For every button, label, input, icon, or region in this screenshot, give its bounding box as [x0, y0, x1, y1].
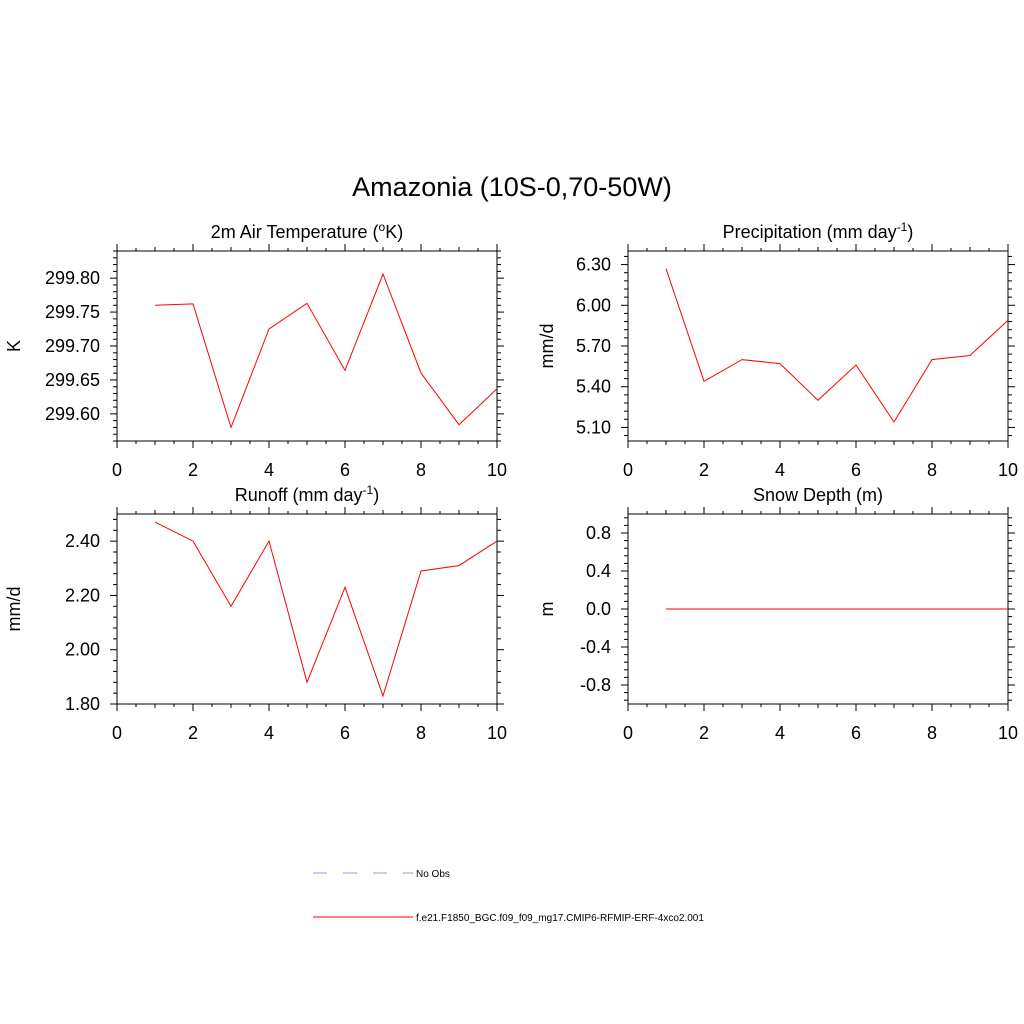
panel-title: 2m Air Temperature (oK) [211, 220, 403, 242]
y-tick-label: 5.70 [576, 336, 611, 356]
panel-3: Runoff (mm day-1) 0 2 4 6 8 10 1.80 2.00 2.20 2.40… [4, 483, 507, 743]
legend-no-obs-label: No Obs [416, 869, 450, 880]
y-tick-label: 5.40 [576, 377, 611, 397]
x-tick-label: 0 [112, 460, 122, 480]
x-tick-label: 4 [775, 460, 785, 480]
plot-frame [627, 250, 1009, 442]
series-line [154, 521, 498, 698]
x-tick-label: 6 [851, 460, 861, 480]
y-tick-label: 0.8 [586, 523, 611, 543]
y-tick-label: 299.80 [45, 268, 100, 288]
x-tick-label: 4 [775, 723, 785, 743]
x-tick-label: 10 [487, 460, 507, 480]
y-tick-label: 299.65 [45, 370, 100, 390]
y-tick-label: 6.30 [576, 255, 611, 275]
y-axis-label: K [4, 340, 24, 352]
plot-frame [116, 513, 498, 705]
y-axis-label: mm/d [4, 587, 24, 632]
x-tick-label: 0 [623, 460, 633, 480]
y-tick-label: -0.8 [580, 675, 611, 695]
x-tick-label: 4 [264, 723, 274, 743]
series-line [665, 268, 1009, 423]
x-tick-label: 8 [927, 460, 937, 480]
x-tick-label: 2 [699, 723, 709, 743]
y-tick-label: 299.70 [45, 336, 100, 356]
plot-frame [116, 250, 498, 442]
panel-1: 2m Air Temperature (oK) 0 2 4 6 8 10 299.60 299.… [4, 220, 507, 480]
x-tick-label: 8 [927, 723, 937, 743]
x-tick-label: 8 [416, 460, 426, 480]
y-tick-label: 6.00 [576, 295, 611, 315]
panel-title: Snow Depth (m) [753, 485, 883, 505]
y-tick-label: 0.0 [586, 599, 611, 619]
x-tick-label: 6 [340, 460, 350, 480]
y-axis-label: mm/d [537, 324, 557, 369]
y-tick-label: -0.4 [580, 637, 611, 657]
panel-2: Precipitation (mm day-1) 0 2 4 6 8 10 5.10 5.40 5… [537, 220, 1018, 480]
x-tick-label: 0 [112, 723, 122, 743]
x-tick-label: 6 [340, 723, 350, 743]
x-tick-label: 2 [188, 723, 198, 743]
x-tick-label: 0 [623, 723, 633, 743]
legend-model-label: f.e21.F1850_BGC.f09_f09_mg17.CMIP6-RFMIP… [416, 913, 704, 924]
series-line [154, 272, 498, 429]
y-tick-label: 0.4 [586, 561, 611, 581]
legend: No Obs f.e21.F1850_BGC.f09_f09_mg17.CMIP… [313, 869, 704, 924]
x-tick-label: 10 [487, 723, 507, 743]
y-axis-label: m [537, 602, 557, 617]
y-tick-label: 299.60 [45, 404, 100, 424]
x-tick-label: 10 [998, 460, 1018, 480]
y-tick-label: 299.75 [45, 302, 100, 322]
panel-4: Snow Depth (m) 0 2 4 6 8 10 -0.8 -0.4 0.0 0.4 0.8 m [537, 485, 1018, 743]
y-tick-label: 2.00 [65, 640, 100, 660]
x-tick-label: 6 [851, 723, 861, 743]
x-tick-label: 8 [416, 723, 426, 743]
x-tick-label: 4 [264, 460, 274, 480]
x-tick-label: 2 [188, 460, 198, 480]
x-tick-label: 2 [699, 460, 709, 480]
y-tick-label: 2.40 [65, 531, 100, 551]
x-tick-label: 10 [998, 723, 1018, 743]
panels-group: 2m Air Temperature (oK) 0 2 4 6 8 10 299.60 299.… [4, 220, 1018, 743]
y-tick-label: 2.20 [65, 585, 100, 605]
panel-title: Runoff (mm day-1) [235, 483, 379, 505]
figure-title: Amazonia (10S-0,70-50W) [352, 172, 672, 202]
panel-title: Precipitation (mm day-1) [723, 220, 914, 242]
y-tick-label: 1.80 [65, 694, 100, 714]
y-tick-label: 5.10 [576, 417, 611, 437]
